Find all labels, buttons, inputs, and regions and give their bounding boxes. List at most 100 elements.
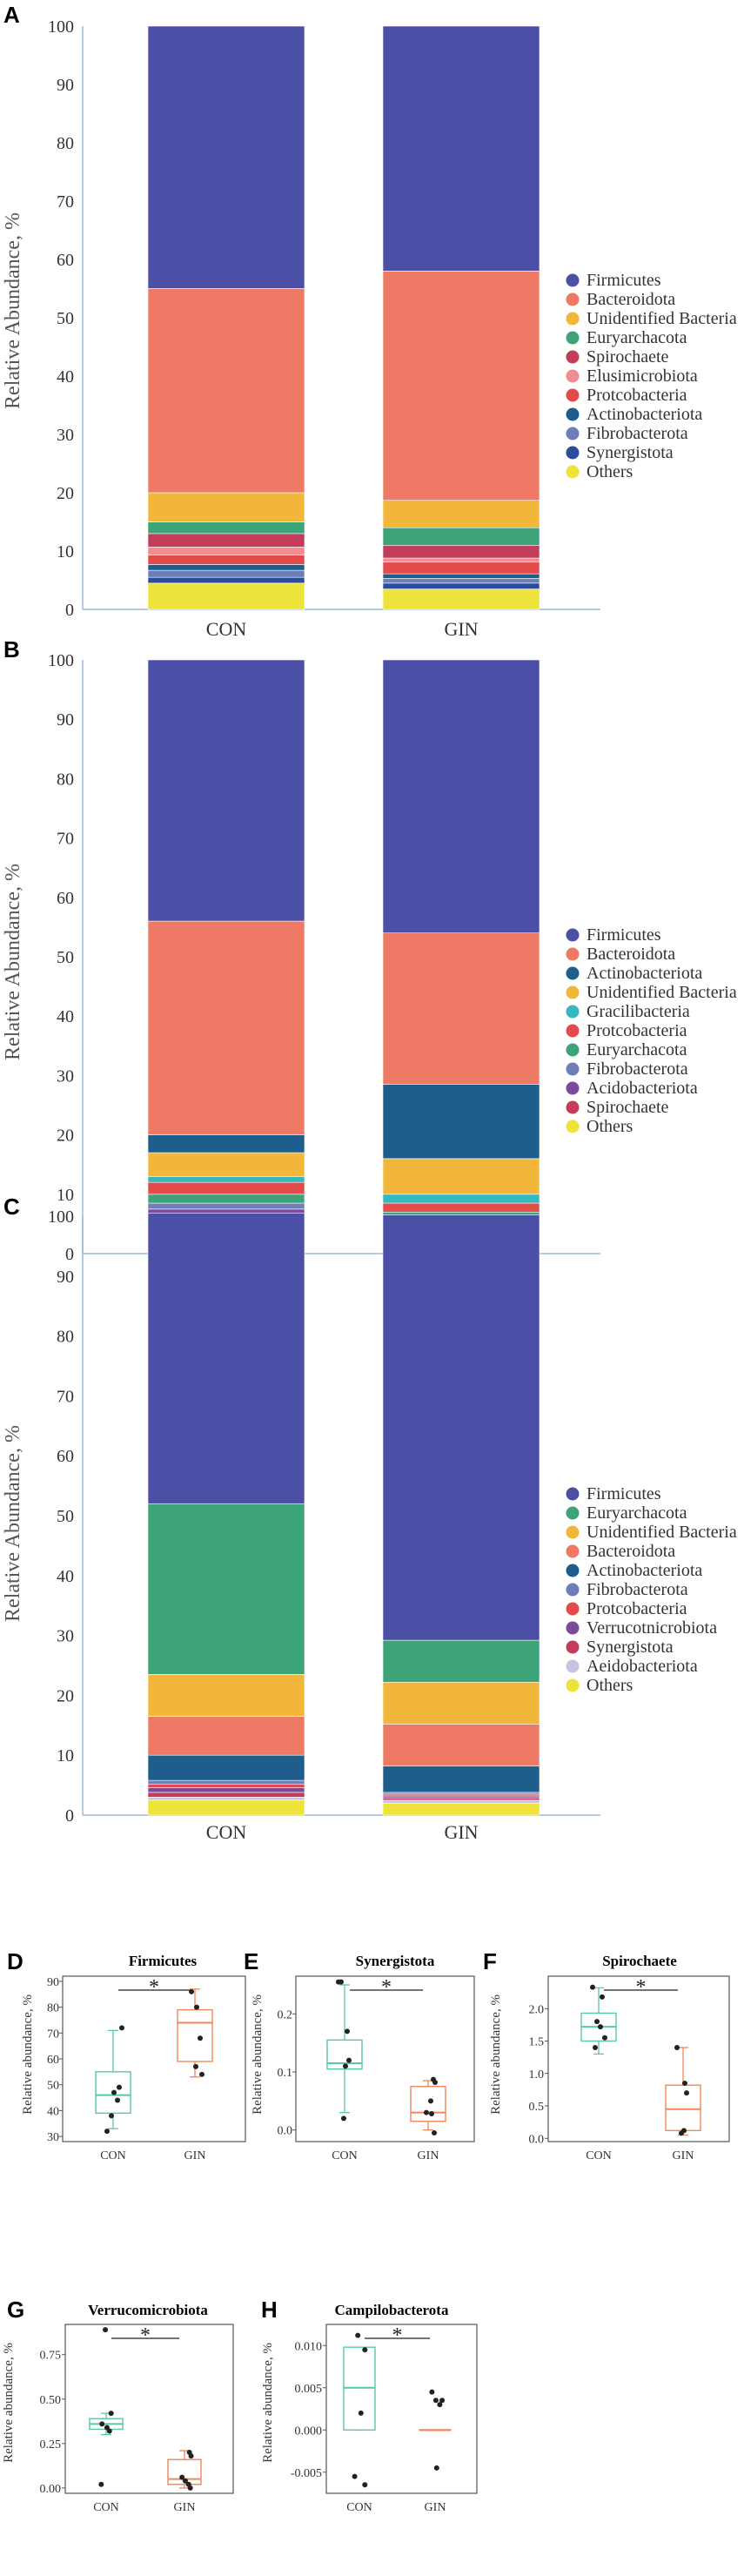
data-point	[346, 2057, 352, 2063]
y-tick-label: -0.005	[291, 2467, 322, 2480]
panel-label-g: G	[7, 2297, 24, 2323]
data-point	[355, 2332, 361, 2338]
legend-label: Actinobacteriota	[586, 1561, 702, 1580]
data-point	[99, 2421, 105, 2427]
y-tick-label: 100	[48, 1207, 74, 1227]
legend-swatch	[566, 407, 580, 421]
plot-frame-h	[325, 2324, 478, 2494]
bar-segment-gin-spirochaete	[382, 544, 540, 559]
y-tick-label: 0.0	[529, 2133, 545, 2146]
legend-label: Euryarchacota	[586, 328, 687, 347]
y-tick-label: 0.1	[278, 2067, 293, 2080]
x-tick-label: CON	[586, 2149, 612, 2162]
legend-swatch	[566, 1621, 580, 1635]
legend-swatch	[566, 1583, 580, 1597]
y-tick-label: 90	[57, 1268, 74, 1287]
data-point	[119, 2025, 124, 2031]
legend-swatch	[566, 1487, 580, 1501]
legend-label: Euryarchacota	[586, 1503, 687, 1523]
legend-swatch	[566, 1120, 580, 1133]
data-point	[429, 2389, 435, 2395]
bar-segment-con-aeidobacteriota	[147, 1797, 305, 1801]
legend-swatch	[566, 446, 580, 460]
legend-swatch	[566, 1564, 580, 1577]
box-gin	[410, 2085, 446, 2122]
legend-label: Unidentified Bacteria	[586, 983, 737, 1002]
data-point	[674, 2044, 680, 2050]
bar-segment-gin-firmicutes	[382, 1214, 540, 1641]
y-tick-label: 50	[57, 948, 74, 967]
bar-segment-con-bacteroidota	[147, 288, 305, 494]
bar-segment-gin-actinobacteriota	[382, 573, 540, 579]
data-point	[684, 2090, 689, 2096]
legend-swatch	[566, 1602, 580, 1616]
legend-label: Fibrobacterota	[586, 1059, 688, 1079]
y-tick-label: 1.5	[529, 2036, 545, 2049]
legend-label: Gracilibacteria	[586, 1002, 690, 1021]
data-point	[194, 2004, 199, 2010]
y-tick-label: 100	[48, 17, 74, 37]
legend-label: Others	[586, 462, 633, 481]
y-tick-label: 0.00	[40, 2483, 62, 2496]
legend-swatch	[566, 1525, 580, 1539]
y-tick-label: 10	[57, 542, 74, 562]
bar-segment-gin-actinobacteriota	[382, 1766, 540, 1793]
data-point	[117, 2084, 122, 2090]
x-tick-label: CON	[93, 2501, 119, 2514]
data-point	[103, 2327, 109, 2333]
bar-segment-con-protcobacteria	[147, 1181, 305, 1195]
bar-segment-con-gracilibacteria	[147, 1176, 305, 1183]
bar-segment-con-synergistota	[147, 1792, 305, 1798]
bar-segment-con-bacteroidota	[147, 920, 305, 1135]
legend-swatch	[566, 1678, 580, 1692]
panel-h: H Campilobacterota Relative abundance, %…	[261, 2297, 478, 2514]
panel-label-a: A	[3, 2, 20, 28]
y-tick-label: 60	[57, 1447, 74, 1466]
data-point	[98, 2481, 104, 2487]
significance-marker: *	[149, 1976, 159, 1999]
bar-segment-gin-protcobacteria	[382, 1793, 540, 1797]
bar-segment-con-actinobacteriota	[147, 1754, 305, 1781]
y-tick-label: 10	[57, 1746, 74, 1766]
panel-label-d: D	[7, 1948, 23, 1974]
box-title-f: Spirochaete	[602, 1953, 677, 1969]
data-point	[682, 2080, 687, 2086]
legend-label: Others	[586, 1676, 633, 1695]
data-point	[602, 2035, 607, 2041]
legend-label: Unidentified Bacteria	[586, 309, 737, 328]
bar-segment-gin-fibrobacterota	[382, 1792, 540, 1795]
x-tick-label: CON	[332, 2149, 358, 2162]
bar-segment-con-actinobacteriota	[147, 1134, 305, 1153]
bar-segment-con-bacteroidota	[147, 1716, 305, 1756]
y-tick-label: 90	[57, 76, 74, 95]
legend-label: Bacteroidota	[586, 1542, 675, 1561]
bar-segment-gin-protcobacteria	[382, 1202, 540, 1213]
data-point	[199, 2071, 204, 2077]
y-tick-label: 50	[47, 2080, 59, 2093]
y-tick-label: 50	[57, 1507, 74, 1526]
data-point	[109, 2113, 114, 2119]
y-tick-label: 0.75	[40, 2350, 62, 2363]
data-point	[104, 2129, 110, 2135]
legend-swatch	[566, 1506, 580, 1520]
x-tick-label: CON	[206, 1821, 247, 1843]
panel-a: A Relative Abundance, % 0 10 20 30 40 50 60 70 8…	[2, 2, 737, 640]
y-tick-label: 0.010	[295, 2340, 323, 2353]
y-axis-label-f: Relative abundance, %	[489, 1994, 503, 2115]
data-point	[358, 2410, 364, 2416]
y-tick-label: 100	[48, 651, 74, 670]
y-tick-label: 20	[57, 484, 74, 503]
bar-segment-con-protcobacteria	[147, 1783, 305, 1788]
bar-segment-con-fibrobacterota	[147, 1779, 305, 1785]
data-point	[428, 2098, 433, 2104]
legend-label: Protcobacteria	[586, 1599, 687, 1618]
bar-segment-con-unidentified-bacteria	[147, 492, 305, 522]
bar-segment-gin-protcobacteria	[382, 562, 540, 575]
y-axis-label-a: Relative Abundance, %	[2, 212, 24, 409]
bar-segment-gin-unidentified-bacteria	[382, 500, 540, 528]
panel-g: G Verrucomicrobiota Relative abundance, …	[2, 2297, 234, 2514]
plot-frame-f	[547, 1975, 730, 2142]
y-tick-label: 30	[57, 1066, 74, 1086]
legend-swatch	[566, 293, 580, 306]
